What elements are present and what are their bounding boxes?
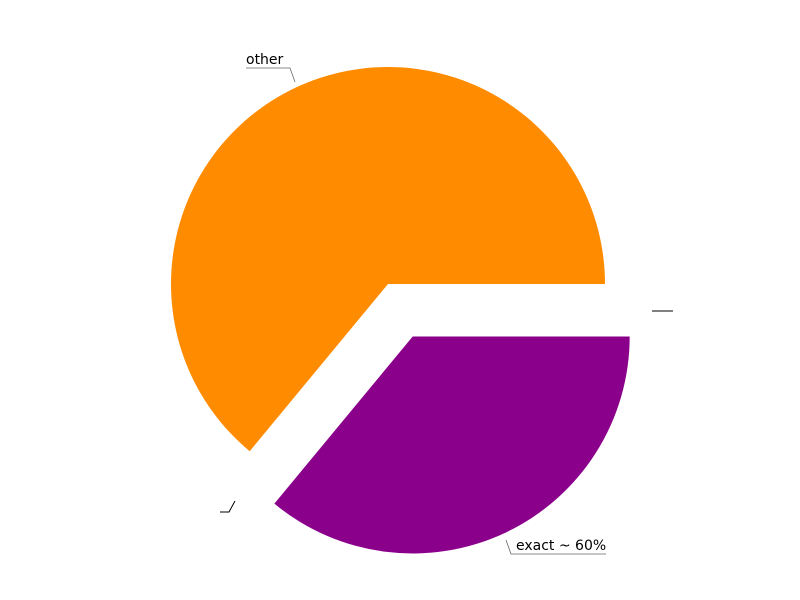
slice-label-exact: exact ~ 60% xyxy=(516,538,606,554)
slice-other xyxy=(170,67,606,452)
slices-layer xyxy=(170,67,630,554)
leader-lines-layer xyxy=(220,67,673,555)
slice-label-other: other xyxy=(246,52,284,68)
labels-layer: exact ~ 60% other xyxy=(246,52,606,554)
tick-mark-left xyxy=(220,500,236,513)
slice-exact xyxy=(274,336,630,554)
leader-line-other xyxy=(246,67,296,83)
leader-line-exact xyxy=(505,539,606,555)
